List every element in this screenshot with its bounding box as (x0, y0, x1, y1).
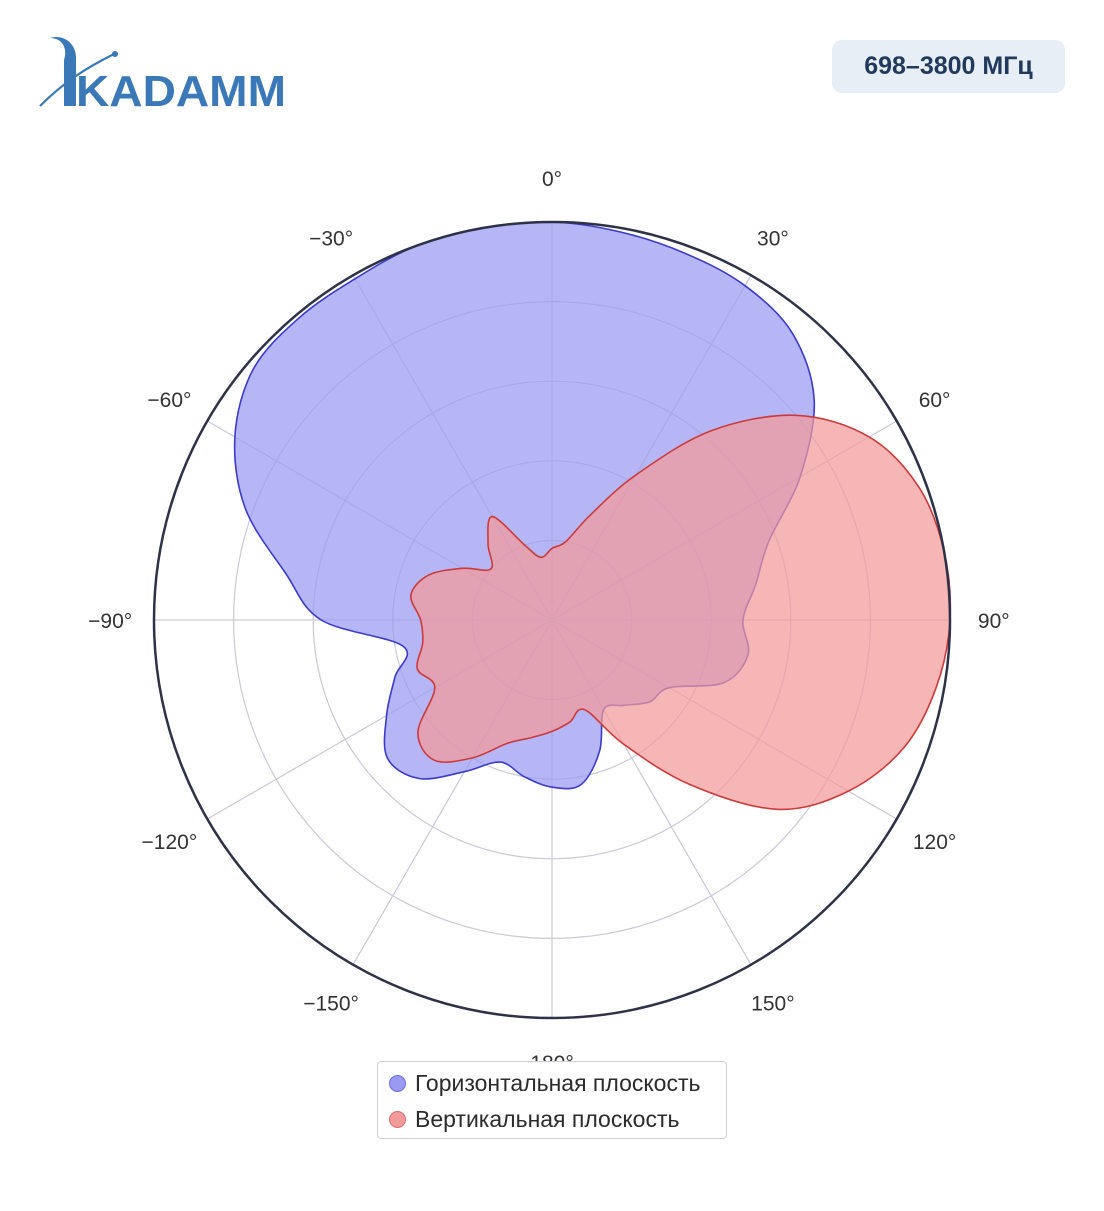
polar-outer-ring (152, 220, 952, 1020)
angular-tick-label-4: 120° (913, 831, 956, 854)
logo-dot (112, 51, 118, 57)
angular-tick-label-9: −90° (88, 610, 132, 633)
legend-label-vertical: Вертикальная плоскость (415, 1105, 680, 1132)
legend-marker-horizontal (389, 1074, 406, 1092)
logo-text: KADAMM (76, 67, 286, 116)
angular-tick-label-1: 30° (757, 227, 789, 250)
legend-label-horizontal: Горизонтальная плоскость (415, 1069, 701, 1096)
legend-marker-vertical (389, 1110, 406, 1128)
series-layer (233, 221, 952, 811)
angular-tick-label-8: −120° (142, 831, 198, 854)
logo-k-stem (50, 36, 76, 106)
legend: Горизонтальная плоскость Вертикальная пл… (377, 1061, 727, 1139)
angular-tick-label-7: −150° (303, 993, 359, 1016)
legend-item-horizontal[interactable]: Горизонтальная плоскость (389, 1067, 701, 1099)
angular-tick-label-11: −30° (309, 227, 353, 250)
legend-item-vertical[interactable]: Вертикальная плоскость (389, 1103, 679, 1135)
polar-frame (152, 220, 952, 1020)
frequency-band-badge: 698–3800 МГц (832, 40, 1065, 93)
angular-tick-label-2: 60° (919, 389, 951, 412)
frequency-band-label: 698–3800 МГц (864, 52, 1033, 80)
series-vertical (410, 414, 952, 811)
angular-tick-label-0: 0° (542, 168, 562, 191)
angular-tick-label-10: −60° (147, 389, 191, 412)
kadamm-logo: KADAMM (39, 36, 286, 116)
angular-tick-label-5: 150° (751, 993, 794, 1016)
angular-tick-label-3: 90° (978, 610, 1010, 633)
